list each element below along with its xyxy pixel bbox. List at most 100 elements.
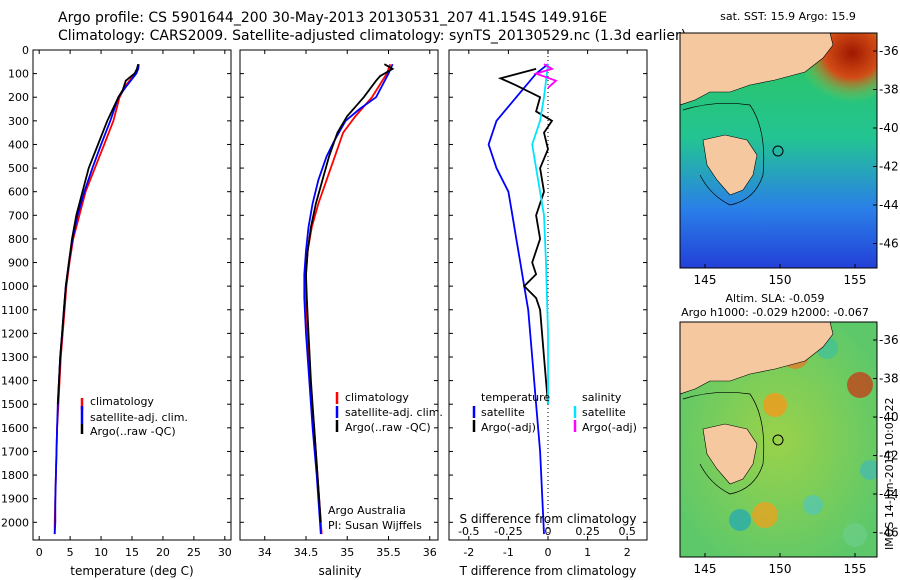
y-tick-label: 1200 (1, 327, 29, 340)
y-tick-label: 1400 (1, 375, 29, 388)
header-line-2: Climatology: CARS2009. Satellite-adjuste… (58, 28, 687, 44)
y-tick-label: 800 (8, 233, 29, 246)
s-tick-label: -0.5 (458, 525, 479, 538)
y-tick-label: 1300 (1, 351, 29, 364)
profile-charts: 0100200300400500600700800900100011001200… (1, 44, 648, 578)
s-tick-label: 0.25 (575, 525, 600, 538)
x-tick-label: 35 (340, 546, 354, 559)
y-tick-label: 300 (8, 115, 29, 128)
map-x-tick-label: 145 (694, 273, 717, 287)
salinity-panel: 34 34.5 35 35.5 36 salinity climatology sate… (239, 49, 443, 578)
sst-map-frame (679, 32, 878, 269)
map-y-tick-label: -46 (879, 526, 899, 540)
sst-map-title: sat. SST: 15.9 Argo: 15.9 (720, 10, 856, 23)
legend-climatology: climatology (345, 391, 409, 404)
salinity-plot-frame (239, 49, 439, 541)
map-y-tick-label: -38 (879, 372, 899, 386)
y-tick-label: 400 (8, 138, 29, 151)
sla-map (680, 322, 877, 557)
map-y-tick-label: -42 (879, 449, 899, 463)
x-tick-label: 30 (218, 546, 232, 559)
legend-satellite: satellite-adj. clim. (90, 411, 188, 424)
x-tick-label: 10 (94, 546, 108, 559)
header-line-1: Argo profile: CS 5901644_200 30-May-2013… (58, 10, 608, 26)
map-y-tick-label: -38 (879, 83, 899, 97)
y-tick-label: 1100 (1, 304, 29, 317)
legend-s-argo: Argo(-adj) (582, 421, 637, 434)
map-x-tick-label: 145 (694, 562, 717, 576)
x-tick-label: 36 (423, 546, 437, 559)
legend-argo: Argo(..raw -QC) (90, 425, 176, 438)
y-tick-label: 1000 (1, 280, 29, 293)
x-tick-label: 0 (545, 546, 552, 559)
maps: 145 150 155 -36 -38 -40 -42 -44 -46 Altim. SLA: … (679, 32, 899, 576)
x-tick-label: -1 (503, 546, 514, 559)
credit-line-2: PI: Susan Wijffels (328, 519, 422, 532)
temperature-xlabel: temperature (deg C) (70, 564, 193, 578)
map-y-tick-label: -44 (879, 198, 899, 212)
legend-temperature: temperature (481, 391, 550, 404)
legend-satellite: satellite-adj. clim. (345, 406, 443, 419)
difference-plot-frame (448, 49, 648, 541)
map-x-tick-label: 150 (769, 562, 792, 576)
x-tick-label: 2 (624, 546, 631, 559)
x-tick-label: 15 (125, 546, 139, 559)
legend-t-argo: Argo(-adj) (481, 421, 536, 434)
y-tick-label: 500 (8, 162, 29, 175)
x-tick-label: 35.5 (376, 546, 401, 559)
map-y-tick-label: -40 (879, 121, 899, 135)
y-tick-label: 2000 (1, 516, 29, 529)
footer-stamp: IMOS 14-Jun-2013 10:01:22 (883, 397, 896, 550)
y-tick-label: 900 (8, 257, 29, 270)
s-tick-label: 0 (545, 525, 552, 538)
salinity-xlabel: salinity (318, 564, 361, 578)
map-y-tick-label: -44 (879, 487, 899, 501)
series-argo-raw-qc- (56, 63, 140, 405)
sla-title-1: Altim. SLA: -0.059 (725, 292, 824, 305)
y-tick-label: 1900 (1, 493, 29, 506)
x-tick-label: 1 (584, 546, 591, 559)
legend-s-satellite: satellite (582, 406, 626, 419)
difference-panel: -2 -1 0 1 2 T difference from climatology S … (448, 49, 648, 578)
s-tick-label: 0.5 (618, 525, 636, 538)
y-tick-label: 600 (8, 186, 29, 199)
map-y-tick-label: -36 (879, 44, 899, 58)
difference-xlabel: T difference from climatology (459, 564, 637, 578)
map-x-tick-label: 155 (844, 562, 867, 576)
map-y-tick-label: -40 (879, 410, 899, 424)
x-tick-label: 34.5 (294, 546, 319, 559)
legend-climatology: climatology (90, 395, 154, 408)
temperature-panel: 0100200300400500600700800900100011001200… (1, 44, 232, 578)
map-y-tick-label: -42 (879, 160, 899, 174)
y-tick-label: 1700 (1, 445, 29, 458)
s-tick-label: -0.25 (494, 525, 522, 538)
y-tick-label: 1500 (1, 398, 29, 411)
argo-position-marker (772, 145, 784, 157)
credit-line-1: Argo Australia (328, 504, 406, 517)
legend-t-satellite: satellite (481, 406, 525, 419)
x-tick-label: 25 (187, 546, 201, 559)
tasmania (702, 134, 758, 196)
legend-salinity: salinity (582, 391, 622, 404)
y-tick-label: 200 (8, 91, 29, 104)
series-s-argo (533, 63, 558, 89)
sla-map-frame (679, 321, 878, 558)
map-x-tick-label: 155 (844, 273, 867, 287)
series-argo-raw-qc- (305, 63, 395, 523)
series-t-satellite (487, 63, 549, 535)
legend-argo: Argo(..raw -QC) (345, 421, 431, 434)
temperature-plot-frame (32, 49, 232, 541)
x-tick-label: -2 (463, 546, 474, 559)
y-tick-label: 700 (8, 209, 29, 222)
y-tick-label: 100 (8, 68, 29, 81)
x-tick-label: 20 (156, 546, 170, 559)
series-t-argo (497, 68, 554, 405)
sst-map (680, 33, 877, 268)
sla-title-2: Argo h1000: -0.029 h2000: -0.067 (681, 306, 869, 319)
shelf-contour (682, 102, 765, 206)
x-tick-label: 5 (67, 546, 74, 559)
map-y-tick-label: -46 (879, 237, 899, 251)
map-x-tick-label: 150 (769, 273, 792, 287)
mainland (680, 33, 834, 106)
difference-xlabel2: S difference from climatology (460, 512, 637, 526)
